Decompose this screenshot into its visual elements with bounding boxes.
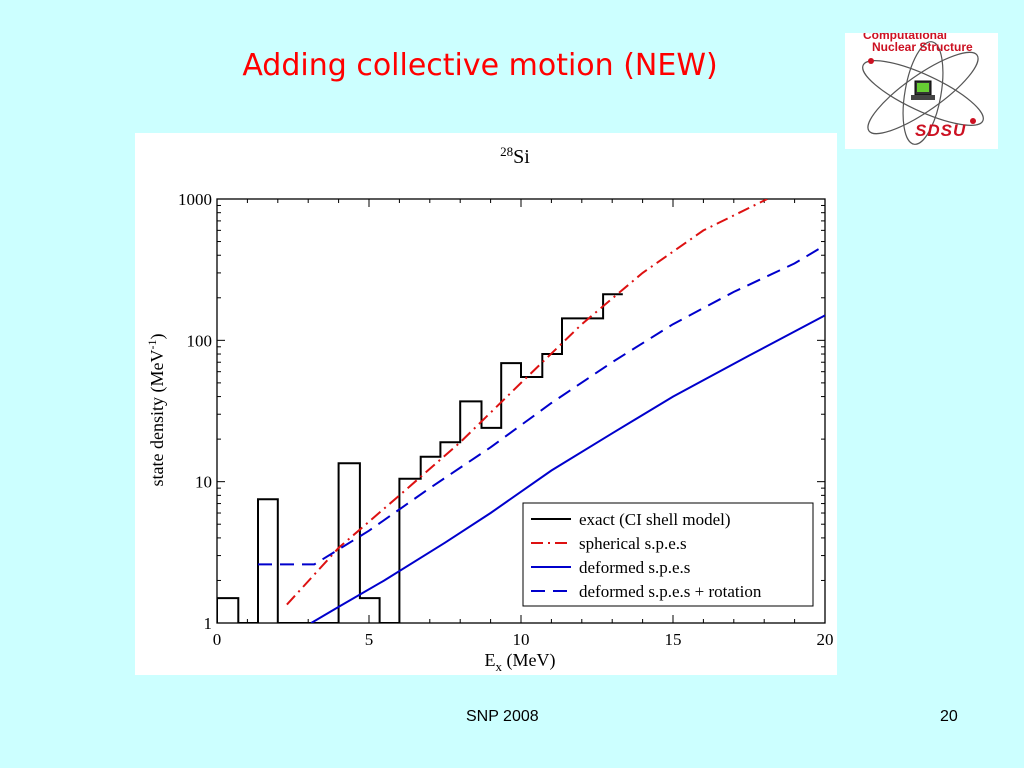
y-axis-label-end: ) — [147, 334, 168, 340]
legend-label-2: spherical s.p.e.s — [579, 534, 687, 553]
legend-label-1: exact (CI shell model) — [579, 510, 731, 529]
x-axis-label-main: E — [485, 650, 496, 670]
series-line-2 — [286, 199, 768, 606]
x-tick-label: 0 — [213, 630, 222, 649]
slide-title: Adding collective motion (NEW) — [242, 48, 718, 83]
state-density-chart: 28Si 0 5 10 15 20 1 10 100 1000 exact (CI shell m… — [145, 144, 834, 674]
legend-label-4: deformed s.p.e.s + rotation — [579, 582, 762, 601]
x-tick-label: 20 — [817, 630, 834, 649]
y-tick-label: 10 — [195, 473, 212, 492]
y-axis-label: state density (MeV-1) — [145, 334, 168, 487]
x-axis-label-sub: x — [496, 659, 503, 674]
plot-layer: 0 5 10 15 20 1 10 100 1000 exact (CI shell model)… — [178, 190, 834, 649]
logo-brand: SDSU — [915, 121, 967, 140]
x-tick-label: 10 — [513, 630, 530, 649]
footer-page-number: 20 — [940, 708, 958, 725]
series-line-1 — [217, 293, 623, 623]
y-tick-label: 100 — [187, 331, 213, 350]
x-tick-label: 5 — [365, 630, 374, 649]
logo-line2: Nuclear Structure — [872, 40, 973, 54]
y-tick-label: 1000 — [178, 190, 212, 209]
chart-title-element: Si — [513, 146, 530, 168]
chart-title-mass: 28 — [500, 144, 513, 159]
atom-with-computer-icon — [862, 41, 984, 145]
y-axis-label-sup: -1 — [145, 340, 159, 350]
logo-line1: Computational — [863, 33, 947, 42]
series-line-4 — [258, 244, 825, 566]
legend-box — [522, 502, 814, 607]
logo: Computational Nuclear Structure SDSU — [845, 33, 998, 149]
legend-label-3: deformed s.p.e.s — [579, 558, 690, 577]
y-tick-label: 1 — [204, 614, 213, 633]
plot-panel: 28Si 0 5 10 15 20 1 10 100 1000 exact (CI shell m… — [135, 133, 837, 675]
series-group — [217, 199, 825, 623]
y-axis-label-main: state density (MeV — [147, 350, 168, 487]
series-line-3 — [310, 314, 825, 623]
footer-conference: SNP 2008 — [466, 708, 539, 725]
chart-title: 28Si — [500, 144, 530, 168]
x-axis-label-unit: (MeV) — [502, 650, 555, 671]
x-axis-label: Ex (MeV) — [485, 650, 556, 674]
x-tick-label: 15 — [665, 630, 682, 649]
